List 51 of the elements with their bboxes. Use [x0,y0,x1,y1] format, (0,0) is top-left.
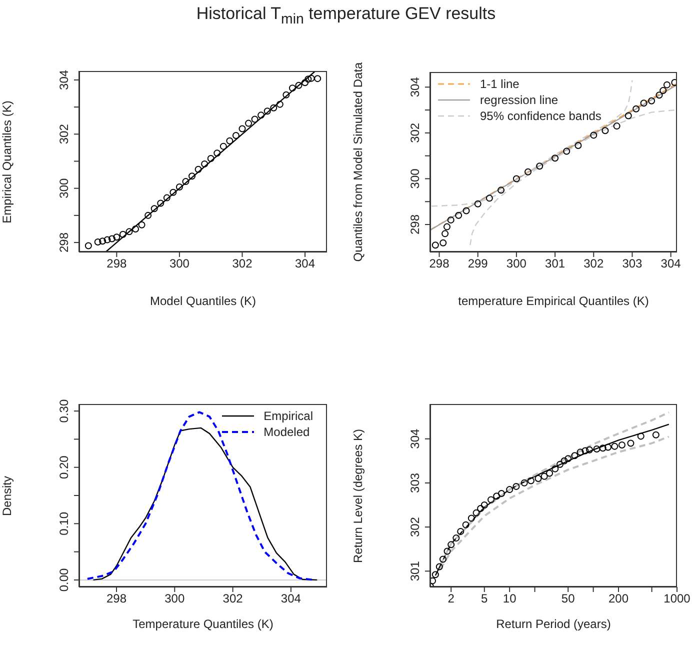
x-tick-label: 10 [502,592,517,606]
legend-label: 1-1 line [480,76,520,92]
x-tick-label: 1000 [664,592,691,606]
x-tick-label: 5 [481,592,488,606]
x-tick-label: 298 [429,256,450,271]
x-axis-title: temperature Empirical Quantiles (K) [457,294,650,308]
y-tick-label: 304 [57,70,71,90]
x-tick-label: 301 [545,256,566,271]
y-tick-label: 298 [408,214,422,235]
legend-label: Modeled [264,424,310,440]
y-tick-label: 0.30 [57,399,71,423]
x-tick-label: 299 [468,256,488,271]
y-tick-label: 298 [57,232,71,253]
y-axis-title: Empirical Quantiles (K) [0,99,15,225]
x-axis-title: Return Period (years) [495,617,612,631]
x-tick-label: 304 [280,592,302,606]
y-tick-label: 300 [408,168,422,189]
y-tick-label: 0.20 [57,455,71,480]
y-tick-label: 304 [408,76,422,98]
y-tick-label: 302 [57,124,71,144]
x-tick-label: 302 [222,592,244,606]
x-tick-label: 300 [164,592,185,606]
legend-label: 95% confidence bands [480,108,602,124]
y-tick-label: 0.00 [57,568,71,592]
legend-label: Empirical [264,408,313,424]
x-tick-label: 50 [561,592,576,606]
y-tick-label: 302 [408,516,422,538]
x-tick-label: 2 [448,592,455,606]
x-tick-label: 304 [295,256,316,271]
y-tick-label: 302 [408,122,422,143]
y-axis-title: Quantiles from Model Simulated Data [350,61,366,264]
legend-label: regression line [480,92,558,108]
x-tick-label: 302 [232,256,253,271]
x-axis-title: Temperature Quantiles (K) [132,617,274,631]
y-axis-title: Density [0,474,15,518]
x-tick-label: 298 [106,592,127,606]
x-tick-label: 303 [622,256,643,271]
x-tick-label: 300 [506,256,527,271]
x-tick-label: 304 [660,256,682,271]
y-tick-label: 301 [408,560,422,582]
chart-title: Historical T$_{min}$ temperature GEV results [195,4,497,28]
y-tick-label: 304 [408,428,422,449]
x-tick-label: 200 [608,592,629,606]
x-axis-title: Model Quantiles (K) [148,294,258,308]
y-axis-title: Return Level (degrees K) [350,427,366,565]
y-tick-label: 303 [408,472,422,493]
x-tick-label: 300 [169,256,190,271]
y-tick-label: 300 [57,178,71,198]
x-tick-label: 302 [584,256,604,271]
y-tick-label: 0.10 [57,512,71,536]
x-tick-label: 298 [106,256,128,271]
